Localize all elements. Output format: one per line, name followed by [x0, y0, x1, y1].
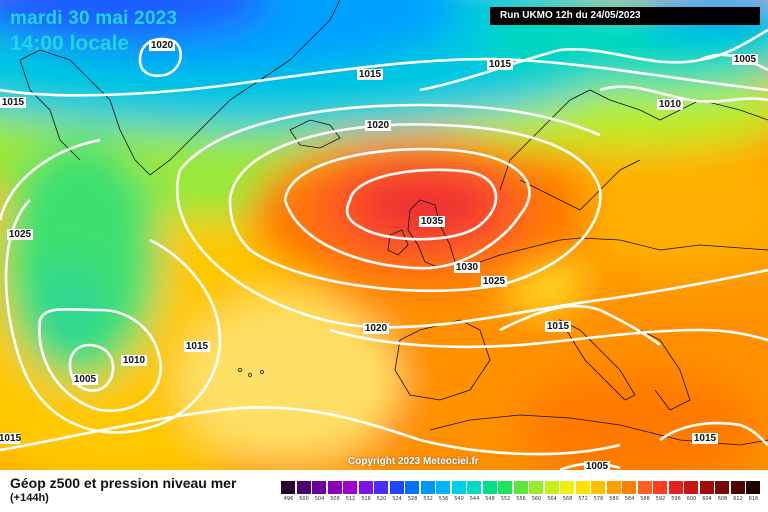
copyright-notice: Copyright 2023 Meteociel.fr	[348, 456, 479, 467]
legend-swatch	[389, 481, 405, 494]
map-panel: 1020 1015 1015 1005 1015 1010 1020 1035 …	[0, 0, 768, 470]
isobar-label: 1005	[586, 461, 609, 470]
isobar-label: 1015	[359, 69, 382, 80]
legend-value: 568	[562, 496, 573, 502]
isobar-label: 1005	[74, 374, 97, 385]
isobar-label: 1025	[483, 276, 506, 287]
chart-title: Géop z500 et pression niveau mer	[10, 475, 237, 491]
legend-value: 516	[361, 496, 371, 502]
model-run-badge: Run UKMO 12h du 24/05/2023	[490, 7, 760, 25]
legend-swatch	[699, 481, 715, 494]
legend-swatch	[560, 481, 575, 494]
legend-swatch	[637, 481, 653, 494]
legend-swatch	[420, 481, 436, 494]
legend-footer: Géop z500 et pression niveau mer (+144h)…	[0, 470, 768, 512]
legend-swatch	[513, 481, 529, 494]
isobars	[0, 28, 768, 470]
legend-value: 608	[717, 496, 728, 502]
legend-swatch	[622, 481, 637, 494]
legend-value: 604	[702, 496, 712, 502]
legend-value: 552	[500, 496, 511, 502]
legend-value: 504	[314, 496, 325, 502]
isobar-label: 1005	[734, 54, 757, 65]
legend-swatch	[327, 481, 343, 494]
isobar-label: 1015	[489, 59, 512, 70]
legend-swatch	[498, 481, 513, 494]
legend-swatch	[606, 481, 622, 494]
legend-swatch	[451, 481, 467, 494]
legend-value: 512	[345, 496, 356, 502]
legend-swatch	[281, 481, 296, 494]
legend-swatch	[544, 481, 560, 494]
legend-value: 500	[299, 496, 309, 502]
legend-swatch	[746, 481, 761, 494]
legend-value: 560	[531, 496, 542, 502]
forecast-time: 14:00 locale	[10, 32, 130, 55]
isobar-label: 1010	[123, 355, 146, 366]
legend-swatch	[730, 481, 746, 494]
legend-swatch	[684, 481, 699, 494]
legend-value: 528	[407, 496, 418, 502]
forecast-date: mardi 30 mai 2023	[10, 8, 178, 29]
legend-value: 540	[454, 496, 464, 502]
legend-swatch	[405, 481, 420, 494]
legend-value: 496	[283, 496, 294, 502]
legend-swatch	[296, 481, 312, 494]
legend-value: 544	[469, 496, 480, 502]
isobar-label: 1030	[456, 262, 479, 273]
forecast-lead-time: (+144h)	[10, 492, 49, 504]
isobar-label: 1025	[9, 229, 32, 240]
legend-value: 612	[733, 496, 743, 502]
legend-value: 616	[748, 496, 759, 502]
legend-value: 520	[376, 496, 387, 502]
legend-swatch	[482, 481, 498, 494]
geopotential-map: 1020 1015 1015 1005 1015 1010 1020 1035 …	[0, 0, 768, 470]
legend-swatch	[358, 481, 374, 494]
isobar-label: 1020	[151, 40, 174, 51]
isobar-label: 1015	[0, 433, 22, 444]
legend-value: 600	[686, 496, 697, 502]
isobar-label: 1020	[365, 323, 388, 334]
legend-value: 536	[438, 496, 449, 502]
legend-value: 584	[624, 496, 635, 502]
isobar-label: 1015	[186, 341, 209, 352]
isobar-label: 1015	[547, 321, 570, 332]
isobar-label: 1035	[421, 216, 444, 227]
legend-value: 576	[593, 496, 604, 502]
legend-swatch	[668, 481, 684, 494]
legend-value: 596	[671, 496, 681, 502]
isobar-label: 1015	[694, 433, 717, 444]
coastlines	[19, 0, 768, 446]
legend-swatch	[467, 481, 482, 494]
legend-value: 508	[330, 496, 340, 502]
legend-swatch	[374, 481, 389, 494]
isobar-label: 1015	[2, 97, 25, 108]
legend-value: 524	[392, 496, 402, 502]
legend-swatch	[436, 481, 451, 494]
legend-swatch	[591, 481, 606, 494]
isobar-label: 1020	[367, 120, 390, 131]
legend-swatch	[653, 481, 668, 494]
legend-value: 592	[655, 496, 666, 502]
legend-value: 564	[547, 496, 557, 502]
legend-value: 556	[516, 496, 526, 502]
isobar-label: 1010	[659, 99, 682, 110]
legend-swatch	[312, 481, 327, 494]
legend-value: 572	[578, 496, 588, 502]
isobar-labels: 1020 1015 1015 1005 1015 1010 1020 1035 …	[0, 40, 758, 470]
legend-value: 548	[485, 496, 495, 502]
legend-swatch	[529, 481, 544, 494]
legend-swatch	[715, 481, 730, 494]
legend-value: 532	[423, 496, 433, 502]
geopotential-field	[0, 0, 768, 470]
legend-swatch	[343, 481, 358, 494]
legend-swatch	[575, 481, 591, 494]
legend-value: 588	[640, 496, 650, 502]
legend-value: 580	[609, 496, 619, 502]
